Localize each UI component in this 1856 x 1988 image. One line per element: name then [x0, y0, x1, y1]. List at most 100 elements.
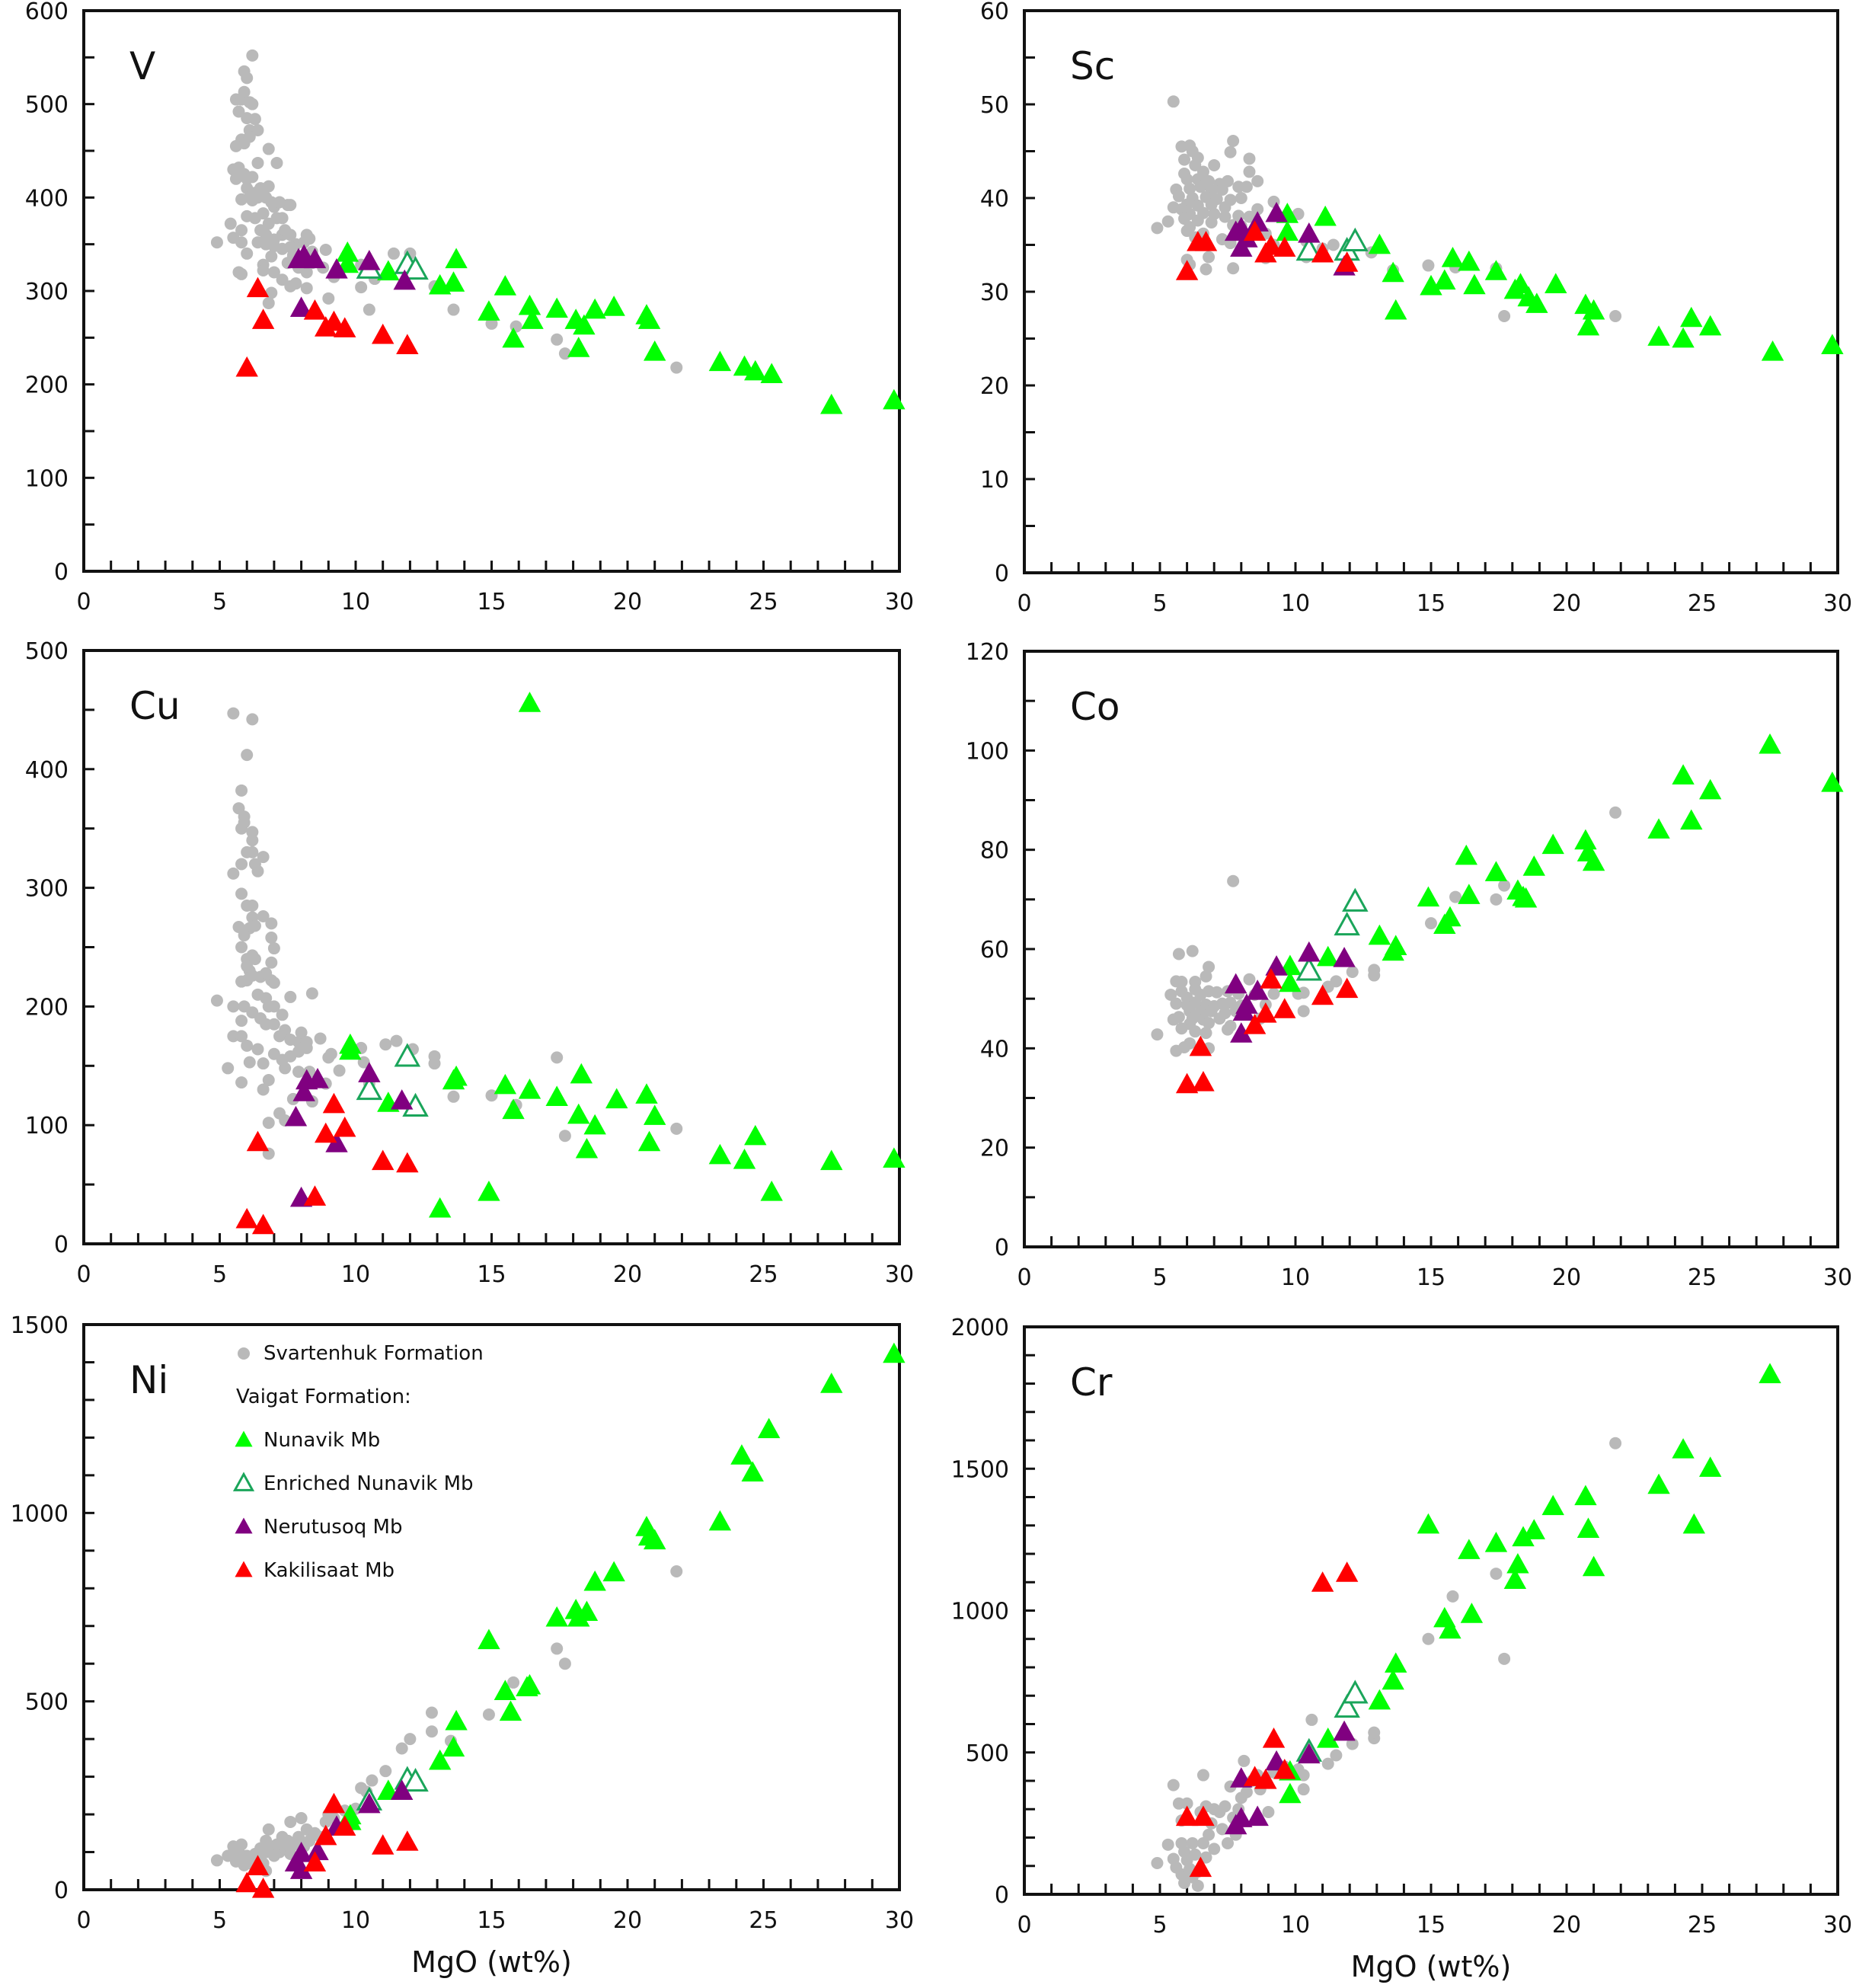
point-nunavik [744, 1124, 767, 1146]
point-svartenhuk [1200, 263, 1212, 276]
point-svartenhuk [551, 1642, 564, 1655]
plot-frame [1023, 1325, 1839, 1896]
point-nunavik [744, 360, 767, 381]
point-nunavik [605, 1088, 628, 1109]
point-enriched [1334, 911, 1360, 936]
point-nerutusoq [358, 1062, 381, 1082]
point-svartenhuk [363, 303, 375, 316]
point-nerutusoq [1246, 980, 1269, 1000]
point-kakilisaat [1311, 1571, 1334, 1592]
point-nunavik [1368, 1689, 1391, 1710]
legend-marker-nunavik [235, 1430, 253, 1447]
point-nerutusoq [284, 1105, 308, 1127]
point-svartenhuk [1251, 174, 1264, 187]
point-nunavik [478, 1181, 500, 1201]
point-svartenhuk [1213, 1012, 1226, 1025]
point-nunavik [339, 1039, 362, 1060]
point-kakilisaat [235, 356, 258, 377]
point-nunavik [1279, 1782, 1302, 1804]
point-svartenhuk [248, 953, 261, 966]
point-nunavik [518, 1079, 541, 1099]
point-kakilisaat [396, 1152, 419, 1173]
point-enriched [1295, 237, 1323, 261]
point-nunavik [1279, 971, 1302, 992]
point-nunavik [478, 1628, 500, 1650]
point-svartenhuk [1305, 1713, 1318, 1726]
point-kakilisaat [1260, 235, 1283, 255]
point-nunavik [602, 1561, 625, 1582]
point-svartenhuk [447, 303, 460, 316]
point-svartenhuk [1251, 203, 1264, 216]
point-nunavik [1441, 246, 1465, 267]
point-svartenhuk [251, 1043, 264, 1056]
point-nunavik [567, 337, 590, 357]
y-tick-label: 120 [966, 639, 1009, 666]
point-svartenhuk [1235, 192, 1247, 204]
point-svartenhuk [387, 247, 400, 260]
x-tick-label: 15 [477, 1261, 506, 1288]
point-nunavik [442, 271, 465, 292]
x-tick-label: 15 [477, 1907, 506, 1934]
point-svartenhuk [257, 207, 270, 220]
point-svartenhuk [333, 1064, 346, 1077]
point-svartenhuk [292, 1830, 305, 1843]
point-nunavik [644, 1104, 666, 1125]
panel-label: Ni [129, 1358, 168, 1402]
point-svartenhuk [1227, 262, 1240, 275]
point-svartenhuk [390, 1034, 403, 1047]
x-tick-label: 25 [1688, 1912, 1717, 1938]
y-tick-label: 100 [25, 465, 69, 492]
point-nunavik [445, 1065, 468, 1086]
point-kakilisaat [372, 1149, 395, 1171]
point-kakilisaat [251, 1878, 275, 1898]
point-nerutusoq [1298, 941, 1321, 962]
x-tick-label: 15 [1417, 1912, 1446, 1938]
point-kakilisaat [303, 299, 327, 320]
x-tick-label: 10 [1281, 1912, 1310, 1938]
point-svartenhuk [265, 956, 278, 969]
point-svartenhuk [1170, 1044, 1183, 1057]
point-nerutusoq [325, 258, 348, 279]
point-svartenhuk [379, 1038, 392, 1051]
point-nunavik [1680, 809, 1703, 830]
point-svartenhuk [1346, 1737, 1359, 1750]
point-svartenhuk [1240, 1785, 1253, 1798]
point-svartenhuk [1243, 210, 1256, 223]
point-svartenhuk [241, 247, 254, 260]
point-nunavik [1417, 886, 1440, 907]
point-svartenhuk [241, 1039, 254, 1052]
y-tick-label: 2000 [951, 1315, 1009, 1341]
y-tick-label: 30 [980, 280, 1009, 306]
point-nunavik [494, 1073, 517, 1095]
series-svartenhuk [1151, 806, 1622, 1057]
point-nunavik [1484, 260, 1508, 280]
point-nerutusoq [1224, 973, 1247, 994]
point-svartenhuk [1200, 1027, 1212, 1040]
point-svartenhuk [670, 1565, 683, 1578]
point-nunavik [1458, 884, 1481, 904]
point-kakilisaat [235, 1871, 258, 1893]
point-nunavik [1463, 273, 1486, 295]
point-svartenhuk [1208, 1843, 1221, 1855]
point-svartenhuk [300, 282, 313, 295]
point-svartenhuk [1243, 165, 1256, 178]
series-nerutusoq [1224, 941, 1356, 1043]
point-nunavik [1672, 1438, 1695, 1459]
x-tick-label: 20 [613, 1261, 642, 1288]
point-nunavik [583, 1114, 606, 1135]
point-svartenhuk [210, 994, 223, 1007]
point-nunavik [1458, 250, 1481, 271]
point-svartenhuk [428, 1057, 441, 1070]
point-nunavik [570, 1063, 593, 1084]
point-nunavik [583, 1570, 606, 1591]
y-tick-label: 40 [980, 186, 1009, 213]
point-enriched [1342, 227, 1369, 251]
point-nunavik [741, 1461, 764, 1482]
point-svartenhuk [1205, 216, 1218, 229]
x-axis-title: MgO (wt%) [411, 1945, 572, 1979]
y-tick-label: 100 [25, 1113, 69, 1139]
point-nunavik [1582, 299, 1605, 320]
point-svartenhuk [265, 932, 278, 944]
point-svartenhuk [558, 1657, 571, 1670]
